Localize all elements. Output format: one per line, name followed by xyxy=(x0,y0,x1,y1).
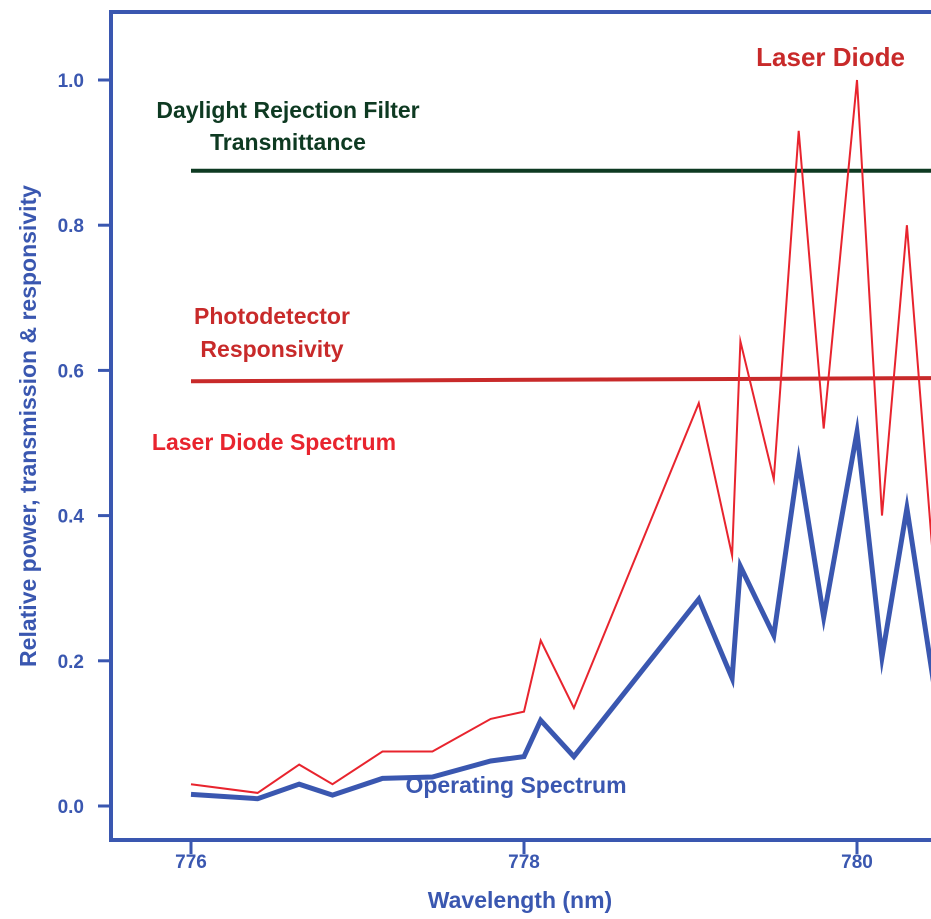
y-tick-label-5: 1.0 xyxy=(58,71,84,92)
filter-label-line-1: Daylight Rejection Filter xyxy=(156,97,419,123)
photodetector-responsivity-line xyxy=(190,376,931,384)
operating-spectrum-line xyxy=(190,414,931,802)
operating-spectrum-label: Operating Spectrum xyxy=(405,772,626,798)
y-tick-label-1: 0.2 xyxy=(58,652,84,673)
y-axis-title: Relative power, transmission & responsiv… xyxy=(15,185,41,667)
series-layer xyxy=(190,79,931,802)
photodetector-label-line-2: Responsivity xyxy=(200,336,343,362)
laser-spectrum-label: Laser Diode Spectrum xyxy=(152,429,396,455)
x-tick-label-776: 776 xyxy=(175,852,207,873)
laser-diode-spectrum-line xyxy=(190,79,931,794)
photodetector-label-line-1: Photodetector xyxy=(194,303,350,329)
y-ticks: 0.0 0.2 0.4 0.6 0.8 1.0 xyxy=(58,71,111,818)
x-tick-label-778: 778 xyxy=(508,852,540,873)
x-ticks: 776778780782784 xyxy=(175,840,873,873)
chart-title: Laser Diode xyxy=(756,42,905,72)
y-tick-label-3: 0.6 xyxy=(58,361,84,382)
y-tick-label-0: 0.0 xyxy=(58,797,84,818)
x-axis-title: Wavelength (nm) xyxy=(428,887,612,913)
y-tick-label-2: 0.4 xyxy=(58,507,85,528)
y-tick-label-4: 0.8 xyxy=(58,216,84,237)
filter-label-line-2: Transmittance xyxy=(210,129,366,155)
x-tick-label-780: 780 xyxy=(841,852,873,873)
